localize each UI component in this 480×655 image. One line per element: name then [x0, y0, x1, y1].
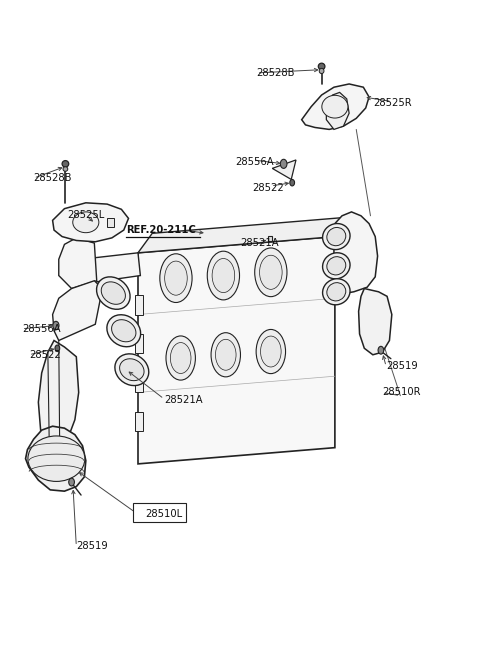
Text: 28528B: 28528B — [34, 173, 72, 183]
Ellipse shape — [260, 255, 282, 290]
Ellipse shape — [120, 359, 144, 381]
Polygon shape — [135, 373, 143, 392]
Text: 28510L: 28510L — [145, 509, 182, 519]
Polygon shape — [334, 212, 378, 295]
Ellipse shape — [207, 251, 240, 300]
Polygon shape — [267, 236, 272, 241]
Ellipse shape — [290, 179, 295, 186]
Polygon shape — [76, 253, 140, 282]
Polygon shape — [59, 238, 96, 289]
Ellipse shape — [327, 283, 346, 301]
Text: 28522: 28522 — [29, 350, 60, 360]
Ellipse shape — [115, 354, 149, 386]
Ellipse shape — [323, 253, 350, 279]
Ellipse shape — [53, 322, 59, 329]
Ellipse shape — [107, 315, 141, 346]
Ellipse shape — [327, 257, 346, 275]
Ellipse shape — [63, 167, 68, 172]
Ellipse shape — [101, 282, 125, 305]
Polygon shape — [38, 341, 79, 451]
Polygon shape — [272, 160, 296, 179]
Ellipse shape — [28, 436, 85, 481]
Ellipse shape — [73, 212, 99, 233]
Polygon shape — [135, 295, 143, 314]
Ellipse shape — [323, 223, 350, 250]
Ellipse shape — [255, 248, 287, 297]
Ellipse shape — [216, 339, 236, 370]
Polygon shape — [135, 412, 143, 432]
Ellipse shape — [62, 160, 69, 167]
Ellipse shape — [166, 336, 195, 380]
Ellipse shape — [319, 68, 324, 73]
Text: 28510R: 28510R — [383, 388, 421, 398]
Ellipse shape — [165, 261, 187, 295]
Ellipse shape — [212, 259, 235, 293]
Text: 28519: 28519 — [76, 542, 108, 552]
Ellipse shape — [318, 63, 325, 69]
Polygon shape — [138, 236, 335, 464]
Ellipse shape — [327, 227, 346, 246]
Polygon shape — [107, 218, 114, 227]
Ellipse shape — [322, 96, 348, 118]
Ellipse shape — [256, 329, 286, 373]
Polygon shape — [301, 84, 369, 130]
Text: 28519: 28519 — [386, 362, 418, 371]
Ellipse shape — [111, 320, 136, 342]
Ellipse shape — [55, 345, 60, 352]
Polygon shape — [359, 289, 392, 355]
Polygon shape — [25, 426, 86, 491]
Ellipse shape — [323, 279, 350, 305]
Polygon shape — [135, 334, 143, 354]
Ellipse shape — [280, 159, 287, 168]
Polygon shape — [326, 92, 349, 130]
Text: 28521A: 28521A — [240, 238, 278, 248]
Text: 28521A: 28521A — [164, 395, 203, 405]
Polygon shape — [53, 281, 102, 341]
Ellipse shape — [170, 343, 191, 373]
Ellipse shape — [378, 346, 384, 354]
Text: REF.20-211C: REF.20-211C — [126, 225, 196, 235]
Text: 28525L: 28525L — [67, 210, 104, 220]
Ellipse shape — [211, 333, 240, 377]
Polygon shape — [138, 217, 349, 253]
Ellipse shape — [261, 336, 281, 367]
Ellipse shape — [96, 277, 130, 309]
Polygon shape — [53, 203, 129, 242]
FancyBboxPatch shape — [133, 503, 186, 522]
Ellipse shape — [69, 478, 74, 486]
Text: 28525R: 28525R — [373, 98, 411, 109]
Text: 28556A: 28556A — [22, 324, 60, 334]
Ellipse shape — [160, 253, 192, 303]
Text: 28522: 28522 — [252, 183, 284, 193]
Text: 28556A: 28556A — [235, 157, 274, 167]
Text: 28528B: 28528B — [257, 68, 295, 78]
